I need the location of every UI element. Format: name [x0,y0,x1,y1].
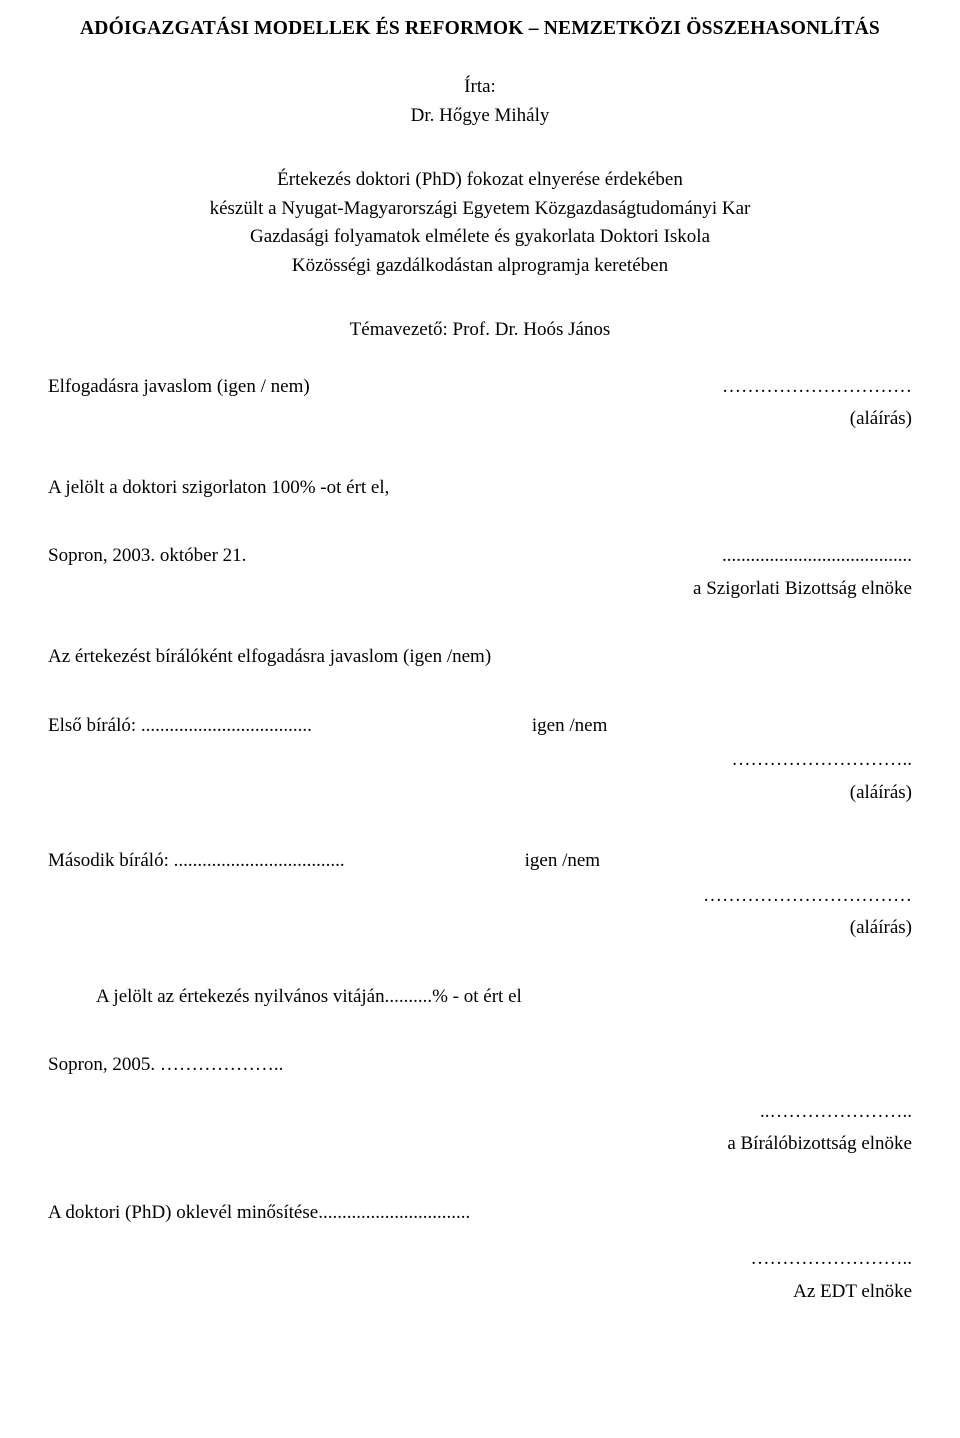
rigorosum-line: A jelölt a doktori szigorlaton 100% -ot … [48,474,912,503]
purpose-block: Értekezés doktori (PhD) fokozat elnyerés… [48,166,912,280]
sopron-2003-date: Sopron, 2003. október 21. [48,542,246,571]
diploma-line: A doktori (PhD) oklevél minősítése......… [48,1199,912,1228]
defense-line: A jelölt az értekezés nyilvános vitáján.… [48,983,912,1012]
sopron-2003-row: Sopron, 2003. október 21. ..............… [48,542,912,571]
reviewer-2-dots: …………………………… [48,882,912,911]
diploma-president: Az EDT elnöke [48,1278,912,1307]
reviewer-1-row: Első bíráló: ...........................… [48,712,912,741]
reviewer-2-yesno: igen /nem [525,847,600,876]
sopron-2003-dots: ........................................ [722,542,912,571]
author-block: Írta: Dr. Hőgye Mihály [48,73,912,130]
written-by-label: Írta: [48,73,912,102]
purpose-line-2: készült a Nyugat-Magyarországi Egyetem K… [48,195,912,224]
acceptance-propose: Elfogadásra javaslom (igen / nem) [48,373,310,402]
reviewer-1-signature: (aláírás) [48,779,912,808]
reviewer-1-dots: ……………………….. [48,746,912,775]
reviewer-2-signature: (aláírás) [48,914,912,943]
reviewer-propose-line: Az értekezést bírálóként elfogadásra jav… [48,643,912,672]
diploma-dots: …………………….. [48,1245,912,1274]
reviewer-1-yesno: igen /nem [532,712,607,741]
author-name: Dr. Hőgye Mihály [48,102,912,131]
sopron-2005-date: Sopron, 2005. ……………….. [48,1051,912,1080]
reviewer-2-row: Második bíráló: ........................… [48,847,912,876]
acceptance-signature: (aláírás) [48,405,912,434]
reviewer-1-label: Első bíráló: ...........................… [48,712,312,741]
purpose-line-1: Értekezés doktori (PhD) fokozat elnyerés… [48,166,912,195]
sopron-2005-dots: ..………………….. [48,1098,912,1127]
purpose-line-3: Gazdasági folyamatok elmélete és gyakorl… [48,223,912,252]
sopron-2003-committee: a Szigorlati Bizottság elnöke [48,575,912,604]
sopron-2005-committee: a Bírálóbizottság elnöke [48,1130,912,1159]
acceptance-row: Elfogadásra javaslom (igen / nem) ………………… [48,373,912,402]
page-title: ADÓIGAZGATÁSI MODELLEK ÉS REFORMOK – NEM… [48,14,912,43]
reviewer-2-label: Második bíráló: ........................… [48,847,345,876]
acceptance-dots: ………………………… [722,373,912,402]
purpose-line-4: Közösségi gazdálkodástan alprogramja ker… [48,252,912,281]
supervisor-line: Témavezető: Prof. Dr. Hoós János [48,316,912,345]
